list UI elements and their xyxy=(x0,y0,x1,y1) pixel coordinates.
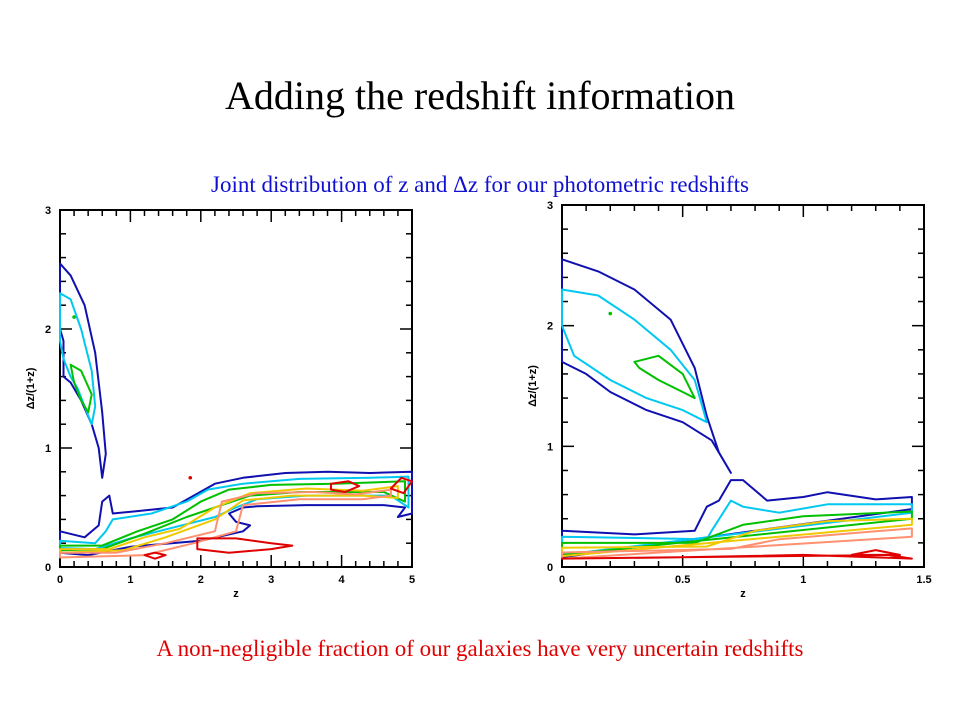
contour-1-level-4-0 xyxy=(561,527,913,560)
y-tick-label-0-3: 3 xyxy=(45,205,51,217)
contour-point-0-0 xyxy=(72,315,76,319)
contour-0-level-1-0 xyxy=(59,292,97,426)
x-tick-label-0-3: 3 xyxy=(268,574,274,586)
contour-1-level-5-0 xyxy=(561,549,913,560)
contour-0-level-5-2 xyxy=(389,476,413,495)
x-tick-label-0-2: 2 xyxy=(198,574,204,586)
slide-title: Adding the redshift information xyxy=(225,73,735,118)
slide-footer: A non-negligible fraction of our galaxie… xyxy=(156,636,804,661)
x-axis-label-0: z xyxy=(233,588,239,600)
x-tick-label-1-2: 1 xyxy=(800,574,806,586)
y-tick-label-1-2: 2 xyxy=(547,321,553,333)
contour-0-level-2-1 xyxy=(59,480,406,552)
contour-0-level-2-0 xyxy=(69,363,93,414)
contour-1-level-2-0 xyxy=(633,354,696,400)
contour-0-level-5-1 xyxy=(330,480,361,493)
y-tick-label-1-1: 1 xyxy=(547,441,553,453)
contour-1-level-1-0 xyxy=(561,288,708,424)
contour-0-level-0-1 xyxy=(59,470,413,557)
y-tick-label-0-0: 0 xyxy=(45,562,51,574)
x-tick-label-0-0: 0 xyxy=(57,574,63,586)
y-tick-label-0-1: 1 xyxy=(45,443,51,455)
contour-0-level-1-1 xyxy=(59,475,410,551)
plot-frame-1 xyxy=(561,204,925,568)
x-tick-label-1-0: 0 xyxy=(559,574,565,586)
y-tick-label-0-2: 2 xyxy=(45,324,51,336)
x-tick-label-1-3: 1.5 xyxy=(916,574,931,586)
x-axis-label-1: z xyxy=(740,588,746,600)
contour-0-level-4-0 xyxy=(59,488,392,559)
x-tick-label-1-1: 0.5 xyxy=(675,574,690,586)
y-tick-label-1-0: 0 xyxy=(547,562,553,574)
contour-0-level-0-0 xyxy=(59,262,107,479)
slide-subtitle: Joint distribution of z and Δz for our p… xyxy=(211,172,749,197)
contour-1-level-0-0 xyxy=(561,258,732,474)
y-tick-label-1-3: 3 xyxy=(547,200,553,212)
x-tick-label-0-4: 4 xyxy=(339,574,346,586)
contour-point-1-0 xyxy=(608,311,613,316)
x-tick-label-0-1: 1 xyxy=(127,574,133,586)
y-axis-label-1: Δz/(1+z) xyxy=(527,365,539,407)
contour-point-0-1 xyxy=(188,475,193,480)
contour-0-level-5-3 xyxy=(143,551,167,560)
x-tick-label-0-5: 5 xyxy=(409,574,415,586)
y-axis-label-0: Δz/(1+z) xyxy=(25,367,37,409)
plot-frame-0 xyxy=(59,209,413,568)
contour-1-level-1-1 xyxy=(561,499,913,556)
contour-1-level-2-1 xyxy=(561,510,913,556)
contour-0-level-5-0 xyxy=(196,537,294,554)
